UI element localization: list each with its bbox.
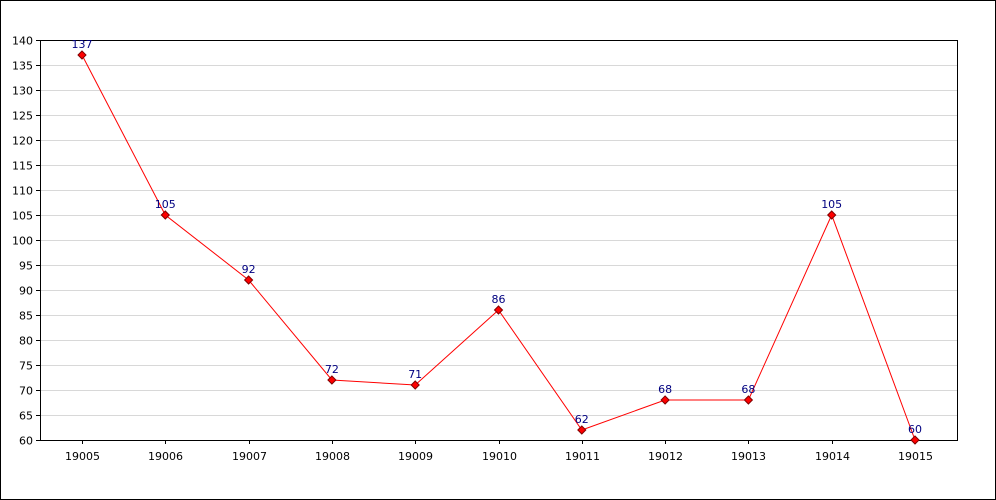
data-label: 68 [658, 383, 672, 396]
data-point [243, 275, 254, 285]
data-label: 105 [821, 198, 842, 211]
data-label: 71 [408, 368, 422, 381]
y-tick-label: 90 [19, 285, 33, 298]
data-point [910, 435, 920, 445]
data-point [826, 210, 837, 220]
data-point [77, 50, 87, 60]
x-axis: 19005 19006 19007 19008 19009 19010 19011 19012… [65, 440, 933, 463]
data-label: 92 [242, 263, 256, 276]
y-axis: 60 65 70 75 80 85 90 95 100 105 110 115 120 125 130 135… [12, 35, 40, 448]
x-tick-label: 19005 [65, 450, 100, 463]
y-tick-label: 105 [12, 210, 33, 223]
y-tick-label: 95 [19, 260, 33, 273]
y-tick-label: 100 [12, 235, 33, 248]
data-point [327, 375, 337, 385]
x-tick-label: 19015 [898, 450, 933, 463]
data-label: 72 [325, 363, 339, 376]
x-tick-label: 19007 [232, 450, 267, 463]
x-tick-label: 19010 [482, 450, 517, 463]
y-tick-label: 85 [19, 310, 33, 323]
y-tick-label: 125 [12, 110, 33, 123]
x-tick-label: 19012 [648, 450, 683, 463]
data-label: 86 [492, 293, 506, 306]
data-point [160, 210, 171, 220]
y-tick-label: 110 [12, 185, 33, 198]
data-point [577, 425, 587, 435]
data-label: 137 [72, 38, 93, 51]
x-tick-label: 19014 [815, 450, 850, 463]
y-tick-label: 120 [12, 135, 33, 148]
series-group: 137 105 92 72 71 86 62 68 68 105 60 [72, 38, 922, 445]
y-tick-label: 140 [12, 35, 33, 48]
data-point [493, 305, 504, 315]
data-label: 62 [575, 413, 589, 426]
y-tick-label: 80 [19, 335, 33, 348]
y-tick-label: 115 [12, 160, 33, 173]
data-label: 68 [741, 383, 755, 396]
x-tick-label: 19013 [731, 450, 766, 463]
y-tick-label: 60 [19, 435, 33, 448]
x-tick-label: 19008 [315, 450, 350, 463]
y-tick-label: 75 [19, 360, 33, 373]
x-tick-label: 19006 [148, 450, 183, 463]
data-label: 105 [155, 198, 176, 211]
data-point [743, 395, 754, 405]
y-tick-label: 65 [19, 410, 33, 423]
data-point [660, 395, 670, 405]
x-tick-label: 19009 [398, 450, 433, 463]
data-point [410, 380, 420, 390]
series-line [81, 54, 916, 441]
data-label: 60 [908, 423, 922, 436]
y-tick-label: 70 [19, 385, 33, 398]
x-tick-label: 19011 [565, 450, 600, 463]
y-tick-label: 130 [12, 85, 33, 98]
y-tick-label: 135 [12, 60, 33, 73]
gridlines [40, 65, 957, 416]
